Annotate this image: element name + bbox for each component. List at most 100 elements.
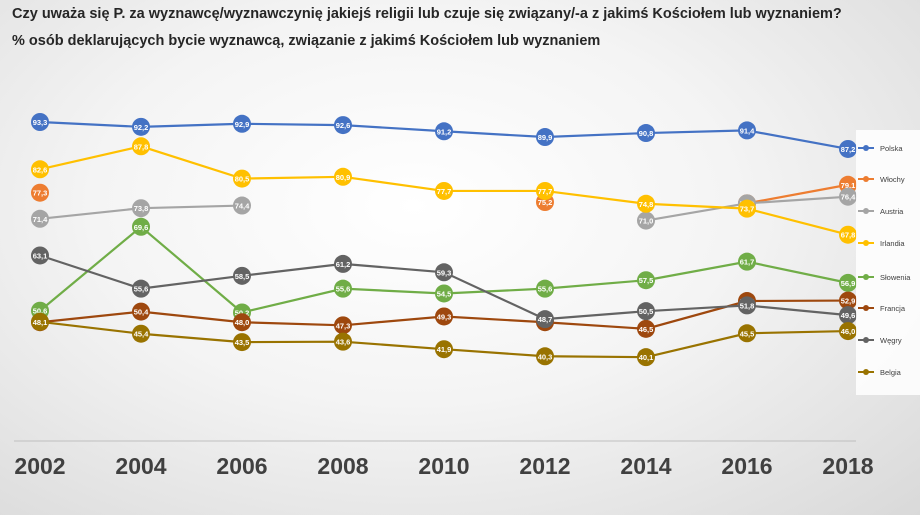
- data-point-francja: [839, 291, 857, 310]
- data-label-belgia: 40,3: [538, 352, 553, 361]
- data-label-wlochy: 77,3: [33, 189, 48, 198]
- data-point-belgia: [233, 333, 251, 352]
- data-label-belgia: 48,1: [33, 318, 48, 327]
- data-point-polska: [738, 121, 756, 140]
- legend-swatch: [858, 240, 874, 246]
- data-label-wegry: 49,6: [841, 311, 856, 320]
- data-point-wegry: [334, 254, 352, 273]
- data-label-irlandia: 77,7: [437, 187, 452, 196]
- data-label-slowenia: 69,6: [134, 223, 149, 232]
- legend-item-wegry: Węgry: [858, 334, 902, 346]
- data-point-belgia: [839, 322, 857, 341]
- legend-item-belgia: Belgia: [858, 366, 901, 378]
- data-label-wegry: 55,6: [134, 285, 149, 294]
- data-label-polska: 89,9: [538, 133, 553, 142]
- legend-item-austria: Austria: [858, 205, 903, 217]
- data-point-belgia: [132, 324, 150, 343]
- x-tick-label: 2010: [418, 453, 469, 479]
- data-label-francja: 52,9: [841, 297, 856, 306]
- legend-label: Węgry: [880, 335, 902, 345]
- legend-label: Irlandia: [880, 238, 905, 248]
- data-point-polska: [233, 114, 251, 133]
- data-point-belgia: [738, 324, 756, 343]
- data-label-belgia: 43,5: [235, 338, 250, 347]
- data-label-wlochy: 75,2: [538, 198, 553, 207]
- data-label-polska: 91,4: [740, 126, 755, 135]
- data-label-wegry: 59,3: [437, 268, 452, 277]
- data-point-wegry: [637, 302, 655, 321]
- data-point-belgia: [31, 312, 49, 331]
- data-label-slowenia: 57,5: [639, 276, 654, 285]
- data-label-francja: 46,5: [639, 325, 654, 334]
- legend-label: Polska: [880, 143, 903, 153]
- data-label-irlandia: 67,8: [841, 231, 856, 240]
- data-point-austria: [839, 187, 857, 206]
- legend-item-slowenia: Słowenia: [858, 271, 910, 283]
- legend-swatch: [858, 274, 874, 280]
- legend-label: Włochy: [880, 174, 905, 184]
- chart-subtitle: % osób deklarujących bycie wyznawcą, zwi…: [12, 33, 601, 49]
- data-label-polska: 93,3: [33, 118, 48, 127]
- data-label-polska: 90,8: [639, 129, 654, 138]
- x-tick-label: 2016: [721, 453, 772, 479]
- x-tick-label: 2014: [620, 453, 671, 479]
- legend-label: Słowenia: [880, 272, 911, 282]
- data-label-slowenia: 50,2: [235, 309, 250, 318]
- data-point-irlandia: [637, 194, 655, 213]
- data-point-francja: [637, 319, 655, 338]
- data-point-polska: [536, 128, 554, 147]
- data-point-belgia: [334, 332, 352, 351]
- data-point-slowenia: [435, 284, 453, 303]
- data-point-wegry: [233, 266, 251, 285]
- data-point-wegry: [435, 263, 453, 282]
- data-point-francja: [334, 316, 352, 335]
- data-label-austria: 71,0: [639, 217, 654, 226]
- data-label-slowenia: 55,6: [336, 285, 351, 294]
- data-point-slowenia: [334, 279, 352, 298]
- data-label-irlandia: 80,9: [336, 173, 351, 182]
- data-point-francja: [233, 313, 251, 332]
- data-point-francja: [435, 307, 453, 326]
- data-label-belgia: 46,0: [841, 327, 856, 336]
- data-label-irlandia: 82,6: [33, 165, 48, 174]
- data-point-irlandia: [738, 199, 756, 218]
- data-label-wegry: 61,2: [336, 260, 351, 269]
- data-label-francja: 49,3: [437, 312, 452, 321]
- data-point-polska: [31, 113, 49, 131]
- data-label-austria: 76,4: [841, 193, 856, 202]
- data-point-polska: [132, 117, 150, 136]
- data-label-polska: 87,2: [841, 145, 856, 154]
- data-label-belgia: 43,6: [336, 338, 351, 347]
- data-point-wegry: [31, 246, 49, 265]
- data-label-wegry: 58,5: [235, 272, 250, 281]
- data-point-irlandia: [132, 137, 150, 156]
- data-label-belgia: 45,5: [740, 329, 755, 338]
- data-point-wegry: [839, 306, 857, 325]
- legend-label: Belgia: [880, 367, 901, 377]
- data-label-slowenia: 55,6: [538, 285, 553, 294]
- data-point-belgia: [435, 340, 453, 359]
- x-tick-label: 2012: [519, 453, 570, 479]
- legend-swatch: [858, 337, 874, 343]
- data-label-francja: 48,0: [235, 318, 250, 327]
- data-point-irlandia: [435, 181, 453, 200]
- x-tick-label: 2008: [317, 453, 368, 479]
- legend-item-wlochy: Włochy: [858, 173, 905, 185]
- data-label-francja: 50,4: [134, 308, 149, 317]
- legend: Polska Włochy Austria Irlandia Słowenia Franc…: [856, 130, 920, 395]
- data-point-polska: [435, 122, 453, 141]
- data-point-irlandia: [334, 167, 352, 186]
- data-point-belgia: [637, 348, 655, 367]
- data-label-irlandia: 73,7: [740, 205, 755, 214]
- legend-label: Austria: [880, 206, 904, 216]
- data-label-belgia: 40,1: [639, 353, 654, 362]
- data-label-irlandia: 74,8: [639, 200, 654, 209]
- data-point-irlandia: [233, 169, 251, 188]
- data-label-wegry: 63,1: [33, 251, 48, 260]
- legend-item-polska: Polska: [858, 142, 903, 154]
- data-point-wegry: [132, 279, 150, 298]
- data-label-slowenia: 54,5: [437, 289, 452, 298]
- x-tick-label: 2006: [216, 453, 267, 479]
- data-label-irlandia: 77,7: [538, 187, 553, 196]
